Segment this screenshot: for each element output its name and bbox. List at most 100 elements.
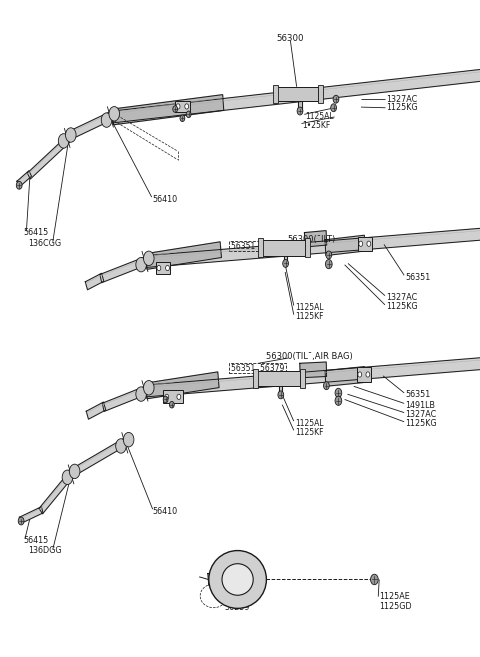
FancyBboxPatch shape: [163, 390, 183, 403]
Circle shape: [335, 396, 342, 405]
Circle shape: [166, 265, 169, 271]
Text: 56351: 56351: [405, 390, 431, 399]
Text: 1327AC: 1327AC: [386, 293, 417, 302]
Circle shape: [324, 382, 329, 390]
Text: 1327AC: 1327AC: [386, 95, 418, 104]
Polygon shape: [85, 273, 104, 290]
Circle shape: [144, 380, 154, 395]
Circle shape: [169, 401, 174, 408]
Text: 1125KF: 1125KF: [295, 428, 323, 437]
Circle shape: [185, 104, 189, 109]
Circle shape: [359, 241, 363, 246]
FancyBboxPatch shape: [253, 369, 258, 388]
Polygon shape: [146, 228, 480, 267]
Circle shape: [358, 372, 362, 377]
Text: 1125GD: 1125GD: [379, 602, 412, 611]
Text: 1125KF: 1125KF: [295, 312, 323, 321]
Circle shape: [116, 439, 126, 453]
Text: 56351  56378B: 56351 56378B: [231, 242, 289, 251]
Polygon shape: [300, 362, 326, 378]
Circle shape: [163, 396, 168, 403]
Circle shape: [366, 372, 370, 377]
Text: 1•25KF: 1•25KF: [302, 121, 331, 130]
Circle shape: [16, 181, 22, 189]
Circle shape: [180, 115, 185, 122]
Polygon shape: [100, 256, 149, 283]
Text: 56300: 56300: [276, 34, 304, 43]
Polygon shape: [69, 438, 127, 478]
Polygon shape: [208, 572, 218, 585]
FancyBboxPatch shape: [262, 240, 305, 256]
FancyBboxPatch shape: [274, 85, 278, 102]
Circle shape: [326, 251, 332, 259]
FancyBboxPatch shape: [258, 238, 263, 257]
Text: 56351: 56351: [405, 273, 431, 282]
Circle shape: [331, 104, 336, 112]
Text: 1327AC: 1327AC: [405, 410, 436, 419]
FancyBboxPatch shape: [305, 238, 310, 257]
Text: 56259: 56259: [225, 602, 251, 612]
Circle shape: [136, 387, 146, 401]
Polygon shape: [112, 69, 480, 123]
Circle shape: [297, 107, 303, 115]
Circle shape: [101, 113, 112, 127]
FancyBboxPatch shape: [175, 101, 190, 112]
Polygon shape: [86, 402, 106, 419]
Ellipse shape: [209, 551, 266, 608]
Circle shape: [333, 95, 339, 103]
Polygon shape: [146, 357, 480, 397]
Circle shape: [165, 394, 168, 399]
Circle shape: [367, 241, 371, 246]
Polygon shape: [66, 110, 115, 141]
Text: 56300(TIL¯,AIR BAG): 56300(TIL¯,AIR BAG): [266, 351, 353, 361]
Text: 1125KG: 1125KG: [405, 419, 437, 428]
Polygon shape: [284, 255, 287, 263]
Circle shape: [173, 106, 178, 112]
Polygon shape: [102, 386, 149, 411]
FancyBboxPatch shape: [277, 87, 318, 101]
Circle shape: [62, 470, 73, 485]
Polygon shape: [325, 367, 365, 386]
Circle shape: [176, 104, 180, 109]
Ellipse shape: [222, 564, 253, 595]
Text: 1125AL: 1125AL: [295, 419, 324, 428]
Polygon shape: [146, 372, 219, 399]
Text: 56351  56379: 56351 56379: [231, 364, 284, 373]
Text: 56415: 56415: [23, 228, 48, 237]
Text: 56250A: 56250A: [222, 592, 253, 601]
Circle shape: [177, 394, 181, 399]
Circle shape: [144, 251, 154, 265]
Circle shape: [325, 260, 332, 269]
Polygon shape: [39, 472, 73, 514]
Text: 136CGG: 136CGG: [28, 238, 61, 248]
FancyBboxPatch shape: [156, 262, 170, 274]
Circle shape: [371, 574, 378, 585]
Text: 1125AL: 1125AL: [305, 112, 334, 121]
Circle shape: [123, 432, 134, 447]
Circle shape: [335, 388, 342, 397]
Text: 56415: 56415: [23, 536, 48, 545]
Circle shape: [157, 265, 161, 271]
Text: 56410: 56410: [153, 507, 178, 516]
Circle shape: [278, 391, 284, 399]
Text: 1125AL: 1125AL: [295, 303, 324, 312]
Circle shape: [18, 517, 24, 525]
Polygon shape: [112, 95, 224, 125]
Polygon shape: [304, 231, 327, 247]
Text: 56300(¯ILT): 56300(¯ILT): [288, 235, 336, 244]
Circle shape: [109, 106, 120, 121]
FancyBboxPatch shape: [300, 369, 305, 388]
Circle shape: [65, 128, 76, 143]
Circle shape: [69, 464, 80, 478]
FancyBboxPatch shape: [318, 85, 323, 102]
Text: 1125AE: 1125AE: [379, 592, 410, 601]
Polygon shape: [298, 101, 302, 110]
Text: 1491LB: 1491LB: [405, 401, 435, 410]
Polygon shape: [27, 136, 70, 179]
Polygon shape: [17, 171, 32, 187]
FancyBboxPatch shape: [257, 371, 300, 386]
Polygon shape: [19, 507, 43, 524]
FancyBboxPatch shape: [357, 367, 371, 382]
Circle shape: [59, 133, 69, 148]
Circle shape: [136, 258, 146, 272]
